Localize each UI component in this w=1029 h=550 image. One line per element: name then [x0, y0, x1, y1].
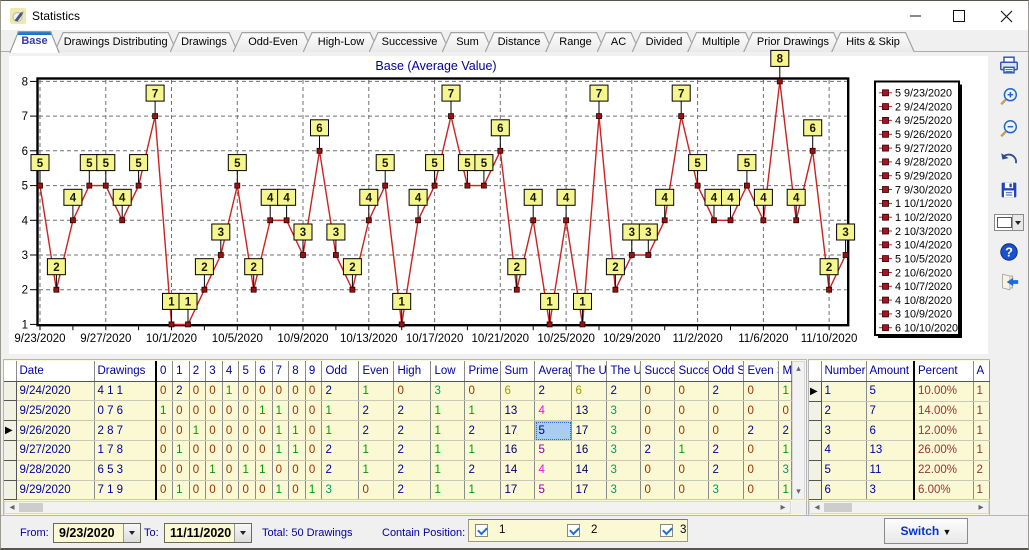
- svg-text:5: 5: [744, 158, 751, 170]
- svg-text:10/9/2020: 10/9/2020: [277, 333, 328, 345]
- svg-text:7: 7: [596, 88, 602, 100]
- svg-text:4: 4: [415, 193, 422, 205]
- svg-text:3: 3: [842, 227, 848, 239]
- svg-text:2: 2: [53, 262, 59, 274]
- svg-text:1 10/1/2020: 1 10/1/2020: [895, 198, 952, 210]
- svg-text:10/1/2020: 10/1/2020: [146, 333, 197, 345]
- svg-text:3: 3: [645, 227, 651, 239]
- svg-text:4 9/28/2020: 4 9/28/2020: [895, 157, 952, 169]
- svg-text:2 9/24/2020: 2 9/24/2020: [895, 101, 952, 113]
- svg-text:5: 5: [481, 158, 488, 170]
- svg-text:5: 5: [86, 158, 93, 170]
- svg-text:11/6/2020: 11/6/2020: [738, 333, 788, 345]
- svg-text:1: 1: [579, 297, 586, 309]
- svg-text:4: 4: [760, 193, 767, 205]
- svg-text:7: 7: [152, 88, 158, 100]
- svg-text:1: 1: [546, 297, 553, 309]
- svg-text:4 10/7/2020: 4 10/7/2020: [895, 281, 952, 293]
- svg-text:5: 5: [464, 158, 471, 170]
- svg-text:3: 3: [629, 227, 635, 239]
- svg-text:6 10/10/2020: 6 10/10/2020: [895, 323, 958, 335]
- svg-text:3 10/4/2020: 3 10/4/2020: [895, 240, 952, 252]
- svg-text:7: 7: [678, 88, 684, 100]
- svg-text:2 10/6/2020: 2 10/6/2020: [895, 267, 952, 279]
- svg-text:4: 4: [22, 215, 29, 227]
- svg-text:11/10/2020: 11/10/2020: [801, 333, 858, 345]
- svg-text:2 10/3/2020: 2 10/3/2020: [895, 226, 952, 238]
- svg-text:9/27/2020: 9/27/2020: [80, 333, 131, 345]
- svg-text:10/25/2020: 10/25/2020: [537, 333, 595, 345]
- svg-text:5: 5: [234, 158, 241, 170]
- svg-text:5: 5: [382, 158, 389, 170]
- svg-text:4: 4: [661, 193, 668, 205]
- svg-text:2: 2: [612, 262, 618, 274]
- svg-text:4: 4: [267, 193, 274, 205]
- svg-text:5: 5: [135, 158, 142, 170]
- svg-text:7: 7: [448, 88, 454, 100]
- svg-text:2: 2: [826, 262, 832, 274]
- svg-text:2: 2: [22, 285, 28, 297]
- svg-text:3: 3: [22, 250, 28, 262]
- svg-text:5 9/26/2020: 5 9/26/2020: [895, 129, 952, 141]
- svg-text:5: 5: [103, 158, 110, 170]
- svg-text:6: 6: [22, 146, 28, 158]
- svg-text:4: 4: [70, 193, 77, 205]
- svg-text:Base (Average Value): Base (Average Value): [375, 59, 496, 73]
- svg-text:5 9/23/2020: 5 9/23/2020: [895, 88, 952, 100]
- svg-text:2: 2: [349, 262, 355, 274]
- svg-text:3: 3: [218, 227, 224, 239]
- svg-text:2: 2: [514, 262, 520, 274]
- svg-text:3: 3: [300, 227, 306, 239]
- svg-text:4 9/25/2020: 4 9/25/2020: [895, 115, 952, 127]
- svg-text:?: ?: [1005, 245, 1013, 260]
- svg-text:8: 8: [22, 76, 28, 88]
- svg-text:3 10/9/2020: 3 10/9/2020: [895, 309, 952, 321]
- svg-text:7 9/30/2020: 7 9/30/2020: [895, 184, 952, 196]
- svg-text:5: 5: [431, 158, 438, 170]
- svg-text:11/2/2020: 11/2/2020: [672, 333, 722, 345]
- svg-text:10/29/2020: 10/29/2020: [603, 333, 661, 345]
- svg-text:9/23/2020: 9/23/2020: [14, 333, 65, 345]
- svg-text:1: 1: [398, 297, 405, 309]
- svg-text:4: 4: [283, 193, 290, 205]
- svg-text:8: 8: [777, 54, 784, 66]
- svg-text:1 10/2/2020: 1 10/2/2020: [895, 212, 952, 224]
- svg-text:4: 4: [711, 193, 718, 205]
- svg-text:4: 4: [366, 193, 373, 205]
- svg-text:5: 5: [694, 158, 701, 170]
- svg-text:5 9/27/2020: 5 9/27/2020: [895, 143, 952, 155]
- svg-text:10/21/2020: 10/21/2020: [472, 333, 530, 345]
- svg-text:4: 4: [793, 193, 800, 205]
- svg-text:10/5/2020: 10/5/2020: [212, 333, 263, 345]
- svg-text:4: 4: [563, 193, 570, 205]
- svg-text:3: 3: [333, 227, 339, 239]
- svg-text:1: 1: [168, 297, 175, 309]
- svg-text:2: 2: [201, 262, 207, 274]
- svg-text:4: 4: [530, 193, 537, 205]
- svg-text:5: 5: [37, 158, 44, 170]
- svg-text:6: 6: [809, 123, 815, 135]
- svg-text:4: 4: [119, 193, 126, 205]
- svg-text:1: 1: [22, 319, 28, 331]
- svg-text:5 10/5/2020: 5 10/5/2020: [895, 253, 952, 265]
- svg-text:1: 1: [185, 297, 192, 309]
- svg-text:4 10/8/2020: 4 10/8/2020: [895, 295, 952, 307]
- svg-text:6: 6: [497, 123, 503, 135]
- svg-text:2: 2: [250, 262, 256, 274]
- svg-text:10/17/2020: 10/17/2020: [406, 333, 464, 345]
- svg-text:7: 7: [22, 111, 28, 123]
- svg-text:6: 6: [316, 123, 322, 135]
- svg-text:5 9/29/2020: 5 9/29/2020: [895, 171, 952, 183]
- svg-text:10/13/2020: 10/13/2020: [340, 333, 398, 345]
- svg-text:5: 5: [22, 181, 28, 193]
- svg-text:4: 4: [727, 193, 734, 205]
